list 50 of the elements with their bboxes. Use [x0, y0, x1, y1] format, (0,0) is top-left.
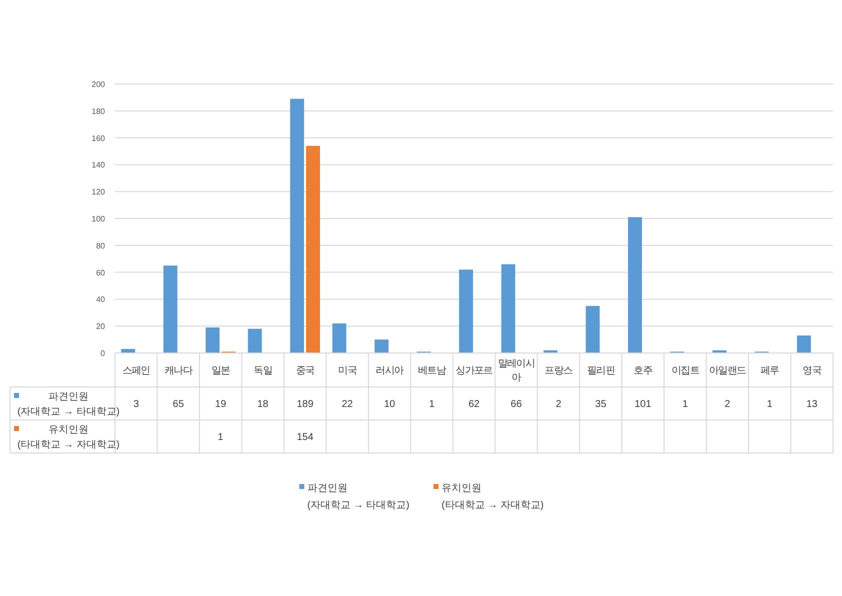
- y-tick-label: 40: [96, 295, 106, 304]
- x-tick-label: 러시아: [376, 366, 404, 376]
- legend-label: 유치인원 (타대학교 → 자대학교): [442, 483, 544, 511]
- data-label: 3: [133, 399, 140, 410]
- x-tick-label: 독일: [254, 366, 272, 376]
- data-label: 13: [806, 399, 818, 410]
- data-table: 파견인원 (자대학교 → 타대학교) 3 65 19 18 189 22 10 1 62 66 2 35 101 1 2 1 13 유치인원 (타대학교 → 자대학교) 1 154: [14, 392, 818, 450]
- x-tick-label: 아일랜드: [709, 366, 747, 376]
- data-label: 154: [296, 432, 314, 443]
- x-tick-label: 싱가포르: [456, 366, 494, 376]
- x-tick-label: 말레이시아: [498, 358, 535, 384]
- data-label: 10: [384, 399, 396, 410]
- y-tick-label: 60: [96, 268, 106, 278]
- y-tick-label: 160: [92, 134, 106, 143]
- y-tick-label: 200: [92, 80, 106, 89]
- y-tick-label: 180: [92, 106, 106, 116]
- data-label: 1: [766, 399, 773, 410]
- data-label: 22: [342, 399, 354, 410]
- legend-label: 파견인원 (자대학교 → 타대학교): [307, 483, 410, 511]
- y-tick-label: 0: [100, 349, 106, 358]
- data-label: 1: [682, 399, 688, 410]
- y-tick-label: 20: [96, 322, 106, 332]
- x-tick-label: 영국: [802, 366, 822, 376]
- data-label: 1: [428, 399, 435, 410]
- data-label: 101: [634, 399, 652, 410]
- data-label: 18: [257, 399, 269, 410]
- data-label: 66: [510, 399, 522, 410]
- x-tick-label: 미국: [338, 366, 358, 376]
- x-tick-label: 일본: [211, 366, 231, 376]
- data-label: 62: [468, 399, 480, 410]
- x-tick-label: 필리핀: [586, 366, 615, 376]
- x-tick-label: 중국: [296, 366, 316, 376]
- y-tick-label: 100: [92, 214, 106, 224]
- y-tick-label: 140: [92, 160, 106, 170]
- data-label: 19: [215, 399, 227, 410]
- y-tick-label: 120: [92, 188, 106, 197]
- data-label: 35: [595, 399, 607, 410]
- y-tick-label: 80: [96, 241, 106, 250]
- x-tick-label: 스페인: [122, 366, 150, 376]
- x-tick-label: 이집트: [671, 366, 700, 376]
- data-label: 1: [218, 432, 224, 443]
- data-label: 189: [296, 399, 314, 410]
- data-label: 2: [556, 399, 562, 410]
- x-tick-label: 캐나다: [164, 366, 193, 376]
- x-tick-label: 베트남: [418, 366, 446, 376]
- x-tick-label: 페루: [760, 366, 780, 376]
- data-label: 65: [172, 399, 184, 410]
- x-tick-label: 프랑스: [544, 366, 574, 376]
- x-tick-label: 호주: [634, 366, 653, 376]
- data-label: 2: [724, 399, 731, 410]
